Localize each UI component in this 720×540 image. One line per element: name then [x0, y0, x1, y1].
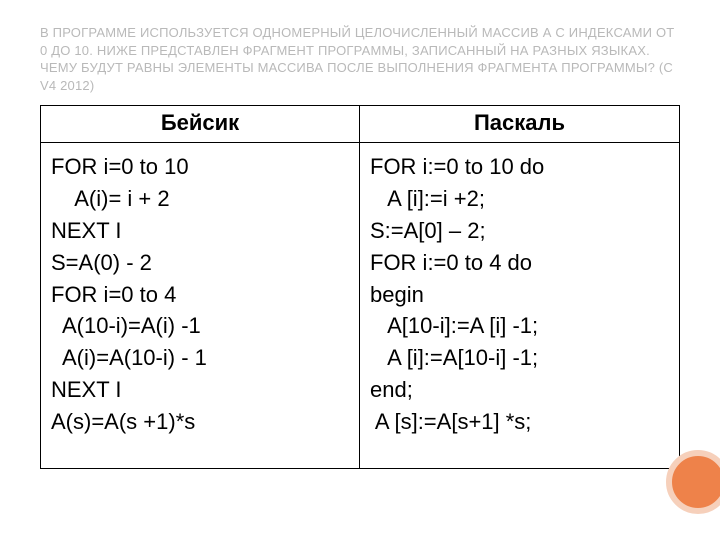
col-header-pascal: Паскаль	[360, 106, 679, 142]
code-table: Бейсик Паскаль FOR i=0 to 10 A(i)= i + 2…	[40, 105, 680, 469]
basic-code-cell: FOR i=0 to 10 A(i)= i + 2 NEXT I S=A(0) …	[41, 143, 360, 468]
decorative-circle-icon	[666, 450, 720, 514]
table-body-row: FOR i=0 to 10 A(i)= i + 2 NEXT I S=A(0) …	[41, 143, 679, 468]
pascal-code-cell: FOR i:=0 to 10 do A [i]:=i +2; S:=A[0] –…	[360, 143, 679, 468]
slide-title: В ПРОГРАММЕ ИСПОЛЬЗУЕТСЯ ОДНОМЕРНЫЙ ЦЕЛО…	[40, 24, 680, 94]
table-header-row: Бейсик Паскаль	[41, 106, 679, 143]
col-header-basic: Бейсик	[41, 106, 360, 142]
